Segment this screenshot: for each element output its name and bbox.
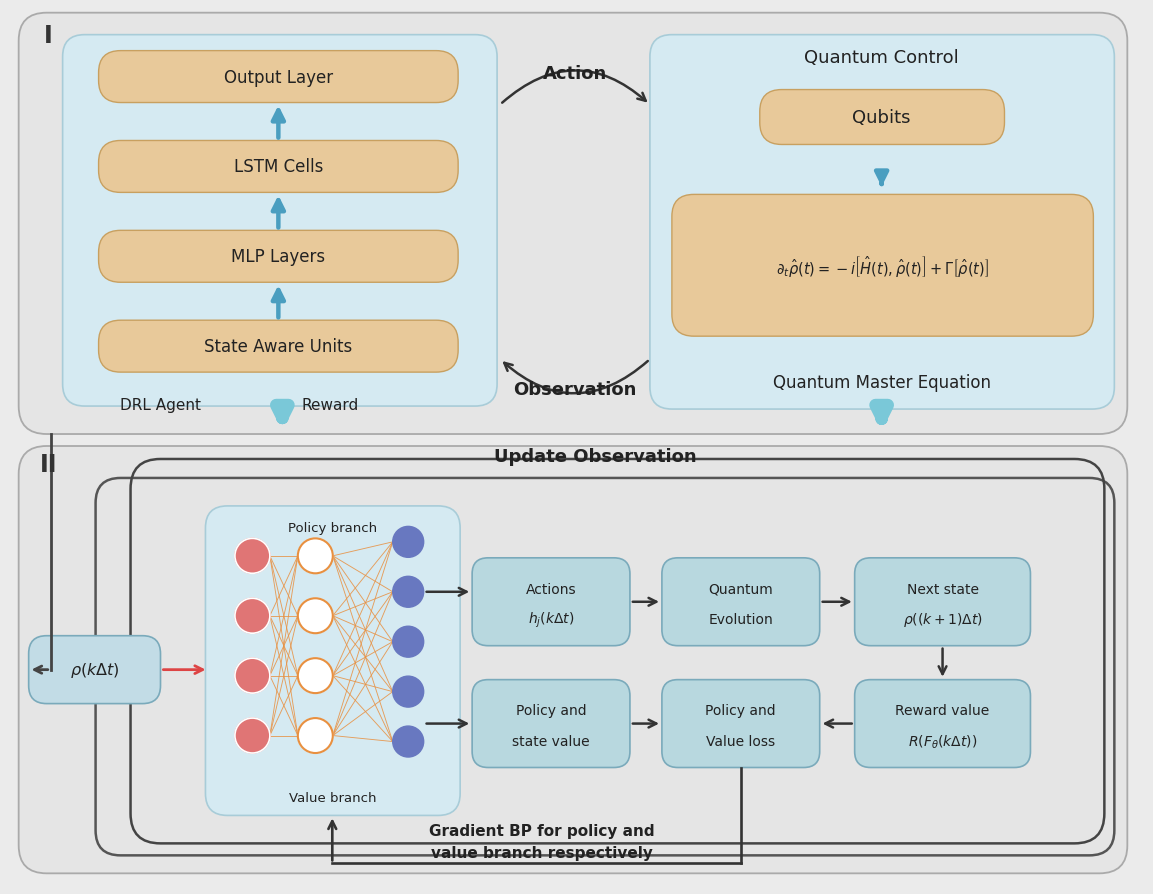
Text: Quantum Control: Quantum Control <box>805 48 959 66</box>
Text: Observation: Observation <box>513 381 636 399</box>
Circle shape <box>297 539 333 574</box>
FancyBboxPatch shape <box>18 13 1128 434</box>
Text: Update Observation: Update Observation <box>493 448 696 466</box>
Text: $\rho(k\Delta t)$: $\rho(k\Delta t)$ <box>69 661 120 679</box>
Text: Output Layer: Output Layer <box>224 69 333 87</box>
FancyBboxPatch shape <box>29 636 160 704</box>
FancyBboxPatch shape <box>98 141 458 193</box>
Circle shape <box>297 599 333 634</box>
Circle shape <box>393 627 423 657</box>
Text: Value loss: Value loss <box>707 734 775 748</box>
Circle shape <box>235 539 270 574</box>
Text: Reward: Reward <box>302 397 359 412</box>
FancyBboxPatch shape <box>205 506 460 815</box>
FancyBboxPatch shape <box>662 558 820 646</box>
FancyBboxPatch shape <box>62 36 497 407</box>
Text: LSTM Cells: LSTM Cells <box>234 158 323 176</box>
FancyBboxPatch shape <box>854 679 1031 768</box>
FancyBboxPatch shape <box>854 558 1031 646</box>
Text: Policy and: Policy and <box>515 704 587 718</box>
FancyBboxPatch shape <box>760 90 1004 146</box>
Circle shape <box>297 718 333 753</box>
Circle shape <box>235 718 270 753</box>
Circle shape <box>297 659 333 694</box>
Circle shape <box>235 599 270 634</box>
FancyBboxPatch shape <box>472 679 630 768</box>
Text: State Aware Units: State Aware Units <box>204 338 353 356</box>
Circle shape <box>235 659 270 694</box>
Text: MLP Layers: MLP Layers <box>232 248 325 266</box>
Circle shape <box>393 577 423 608</box>
Circle shape <box>393 677 423 707</box>
Text: Actions: Actions <box>526 582 576 596</box>
FancyBboxPatch shape <box>18 446 1128 873</box>
Text: Quantum Master Equation: Quantum Master Equation <box>773 374 990 392</box>
Text: state value: state value <box>512 734 590 748</box>
Text: I: I <box>44 23 53 47</box>
FancyArrowPatch shape <box>503 72 646 104</box>
Text: $\partial_t\hat{\rho}(t) = -i\left[\hat{H}(t),\hat{\rho}(t)\right] + \Gamma\left: $\partial_t\hat{\rho}(t) = -i\left[\hat{… <box>776 254 989 278</box>
Text: value branch respectively: value branch respectively <box>431 845 653 860</box>
FancyBboxPatch shape <box>98 231 458 283</box>
Text: $\rho((k+1)\Delta t)$: $\rho((k+1)\Delta t)$ <box>903 611 982 628</box>
Circle shape <box>393 527 423 558</box>
Text: Next state: Next state <box>906 582 979 596</box>
FancyArrowPatch shape <box>504 361 648 394</box>
Text: $R(F_\theta(k\Delta t))$: $R(F_\theta(k\Delta t))$ <box>907 732 978 750</box>
Text: $h_j(k\Delta t)$: $h_j(k\Delta t)$ <box>528 610 574 629</box>
Text: DRL Agent: DRL Agent <box>120 397 201 412</box>
Text: Policy branch: Policy branch <box>288 522 377 535</box>
Circle shape <box>393 726 423 757</box>
Text: Policy and: Policy and <box>706 704 776 718</box>
Text: Evolution: Evolution <box>708 612 774 627</box>
Text: II: II <box>40 452 58 477</box>
FancyBboxPatch shape <box>472 558 630 646</box>
Text: Reward value: Reward value <box>896 704 989 718</box>
Text: Gradient BP for policy and: Gradient BP for policy and <box>429 823 655 838</box>
FancyBboxPatch shape <box>672 195 1093 337</box>
Text: Quantum: Quantum <box>708 582 774 596</box>
FancyBboxPatch shape <box>98 52 458 104</box>
Text: Value branch: Value branch <box>289 791 377 804</box>
Text: Qubits: Qubits <box>852 109 911 127</box>
FancyBboxPatch shape <box>98 321 458 373</box>
FancyBboxPatch shape <box>662 679 820 768</box>
Text: Action: Action <box>543 64 608 82</box>
FancyBboxPatch shape <box>650 36 1114 409</box>
